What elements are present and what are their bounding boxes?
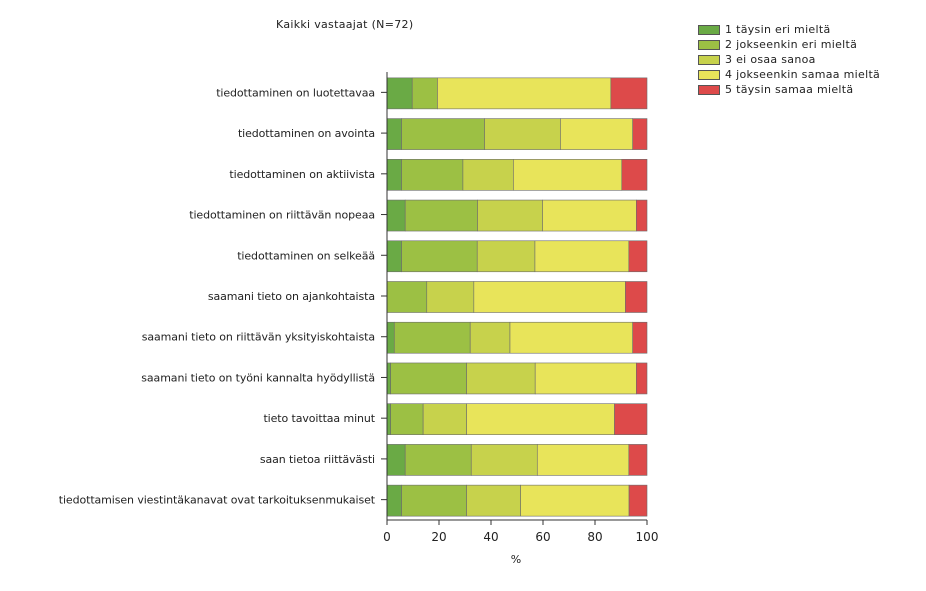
bar-segment	[404, 444, 472, 476]
x-tick-label: 80	[587, 530, 602, 544]
bar-segment	[401, 118, 485, 150]
bar-segment	[466, 362, 536, 395]
bar-segment	[473, 281, 626, 313]
bar-segment	[628, 484, 648, 517]
bar-segment	[560, 118, 633, 150]
bar-segment	[632, 118, 648, 150]
bar-segment	[386, 199, 406, 232]
category-label: tiedottaminen on selkeää	[237, 249, 375, 262]
x-axis-label: %	[511, 553, 521, 566]
bar-segment	[476, 240, 536, 273]
legend-label: 1 täysin eri mieltä	[725, 23, 831, 36]
legend-label: 3 ei osaa sanoa	[725, 53, 816, 66]
category-label: saan tietoa riittävästi	[260, 453, 375, 466]
category-label: saamani tieto on ajankohtaista	[208, 290, 375, 303]
bar-segment	[390, 403, 424, 435]
category-label: tieto tavoittaa minut	[263, 412, 375, 425]
category-label: saamani tieto on työni kannalta hyödylli…	[141, 371, 375, 384]
bar-segment	[422, 403, 467, 435]
bar-segment	[534, 240, 630, 273]
bar-segment	[466, 403, 615, 435]
x-tick-label: 100	[636, 530, 659, 544]
x-tick-label: 0	[383, 530, 391, 544]
bar-segment	[484, 118, 561, 150]
bar-segment	[437, 77, 612, 110]
bar-segment	[610, 77, 648, 110]
bar-segment	[386, 362, 391, 395]
bar-segment	[636, 362, 648, 395]
bar-segment	[542, 199, 637, 232]
bar-segment	[386, 403, 391, 435]
bar-segment	[393, 321, 471, 354]
legend-item: 3 ei osaa sanoa	[698, 52, 880, 67]
legend-swatch	[698, 69, 720, 80]
category-label: tiedottaminen on riittävän nopeaa	[189, 209, 375, 222]
bar-segment	[401, 484, 467, 517]
category-label: tiedottamisen viestintäkanavat ovat tark…	[59, 494, 376, 507]
chart-legend: 1 täysin eri mieltä 2 jokseenkin eri miel…	[698, 22, 880, 97]
bar-segment	[513, 159, 623, 191]
x-tick-label: 60	[535, 530, 550, 544]
bar-segment	[632, 321, 648, 354]
bar-segment	[536, 444, 630, 476]
bar-segment	[614, 403, 648, 435]
x-tick-label: 40	[483, 530, 498, 544]
bar-segment	[401, 240, 478, 273]
bar-segment	[386, 321, 395, 354]
bar-segment	[470, 444, 538, 476]
bar-segment	[386, 281, 428, 313]
bar-segment	[426, 281, 475, 313]
bar-segment	[509, 321, 634, 354]
bar-segment	[469, 321, 511, 354]
legend-label: 4 jokseenkin samaa mieltä	[725, 68, 881, 81]
legend-item: 2 jokseenkin eri mieltä	[698, 37, 880, 52]
legend-item: 4 jokseenkin samaa mieltä	[698, 67, 880, 82]
legend-swatch	[698, 39, 720, 50]
legend-item: 1 täysin eri mieltä	[698, 22, 880, 37]
legend-swatch	[698, 24, 720, 35]
category-label: saamani tieto on riittävän yksityiskohta…	[142, 331, 375, 344]
bar-segment	[636, 199, 648, 232]
legend-item: 5 täysin samaa mieltä	[698, 82, 880, 97]
bar-segment	[386, 77, 413, 110]
category-label: tiedottaminen on avointa	[238, 127, 375, 140]
bar-segment	[386, 118, 402, 150]
bar-segment	[628, 444, 648, 476]
bar-segment	[386, 484, 402, 517]
bar-segment	[386, 240, 402, 273]
x-tick-label: 20	[431, 530, 446, 544]
bar-segment	[628, 240, 648, 273]
bar-segment	[621, 159, 648, 191]
bar-segment	[401, 159, 464, 191]
category-label: tiedottaminen on aktiivista	[229, 168, 375, 181]
bar-segment	[411, 77, 438, 110]
bar-segment	[386, 444, 406, 476]
legend-label: 2 jokseenkin eri mieltä	[725, 38, 858, 51]
bar-segment	[390, 362, 467, 395]
bar-segment	[386, 159, 402, 191]
legend-label: 5 täysin samaa mieltä	[725, 83, 854, 96]
bar-segment	[625, 281, 648, 313]
category-label: tiedottaminen on luotettavaa	[216, 86, 375, 99]
bar-segment	[534, 362, 637, 395]
legend-swatch	[698, 84, 720, 95]
legend-swatch	[698, 54, 720, 65]
chart-title: Kaikki vastaajat (N=72)	[276, 18, 414, 31]
bar-segment	[404, 199, 478, 232]
bar-segment	[462, 159, 514, 191]
bar-segment	[520, 484, 630, 517]
bar-segment	[477, 199, 543, 232]
bar-segment	[466, 484, 521, 517]
